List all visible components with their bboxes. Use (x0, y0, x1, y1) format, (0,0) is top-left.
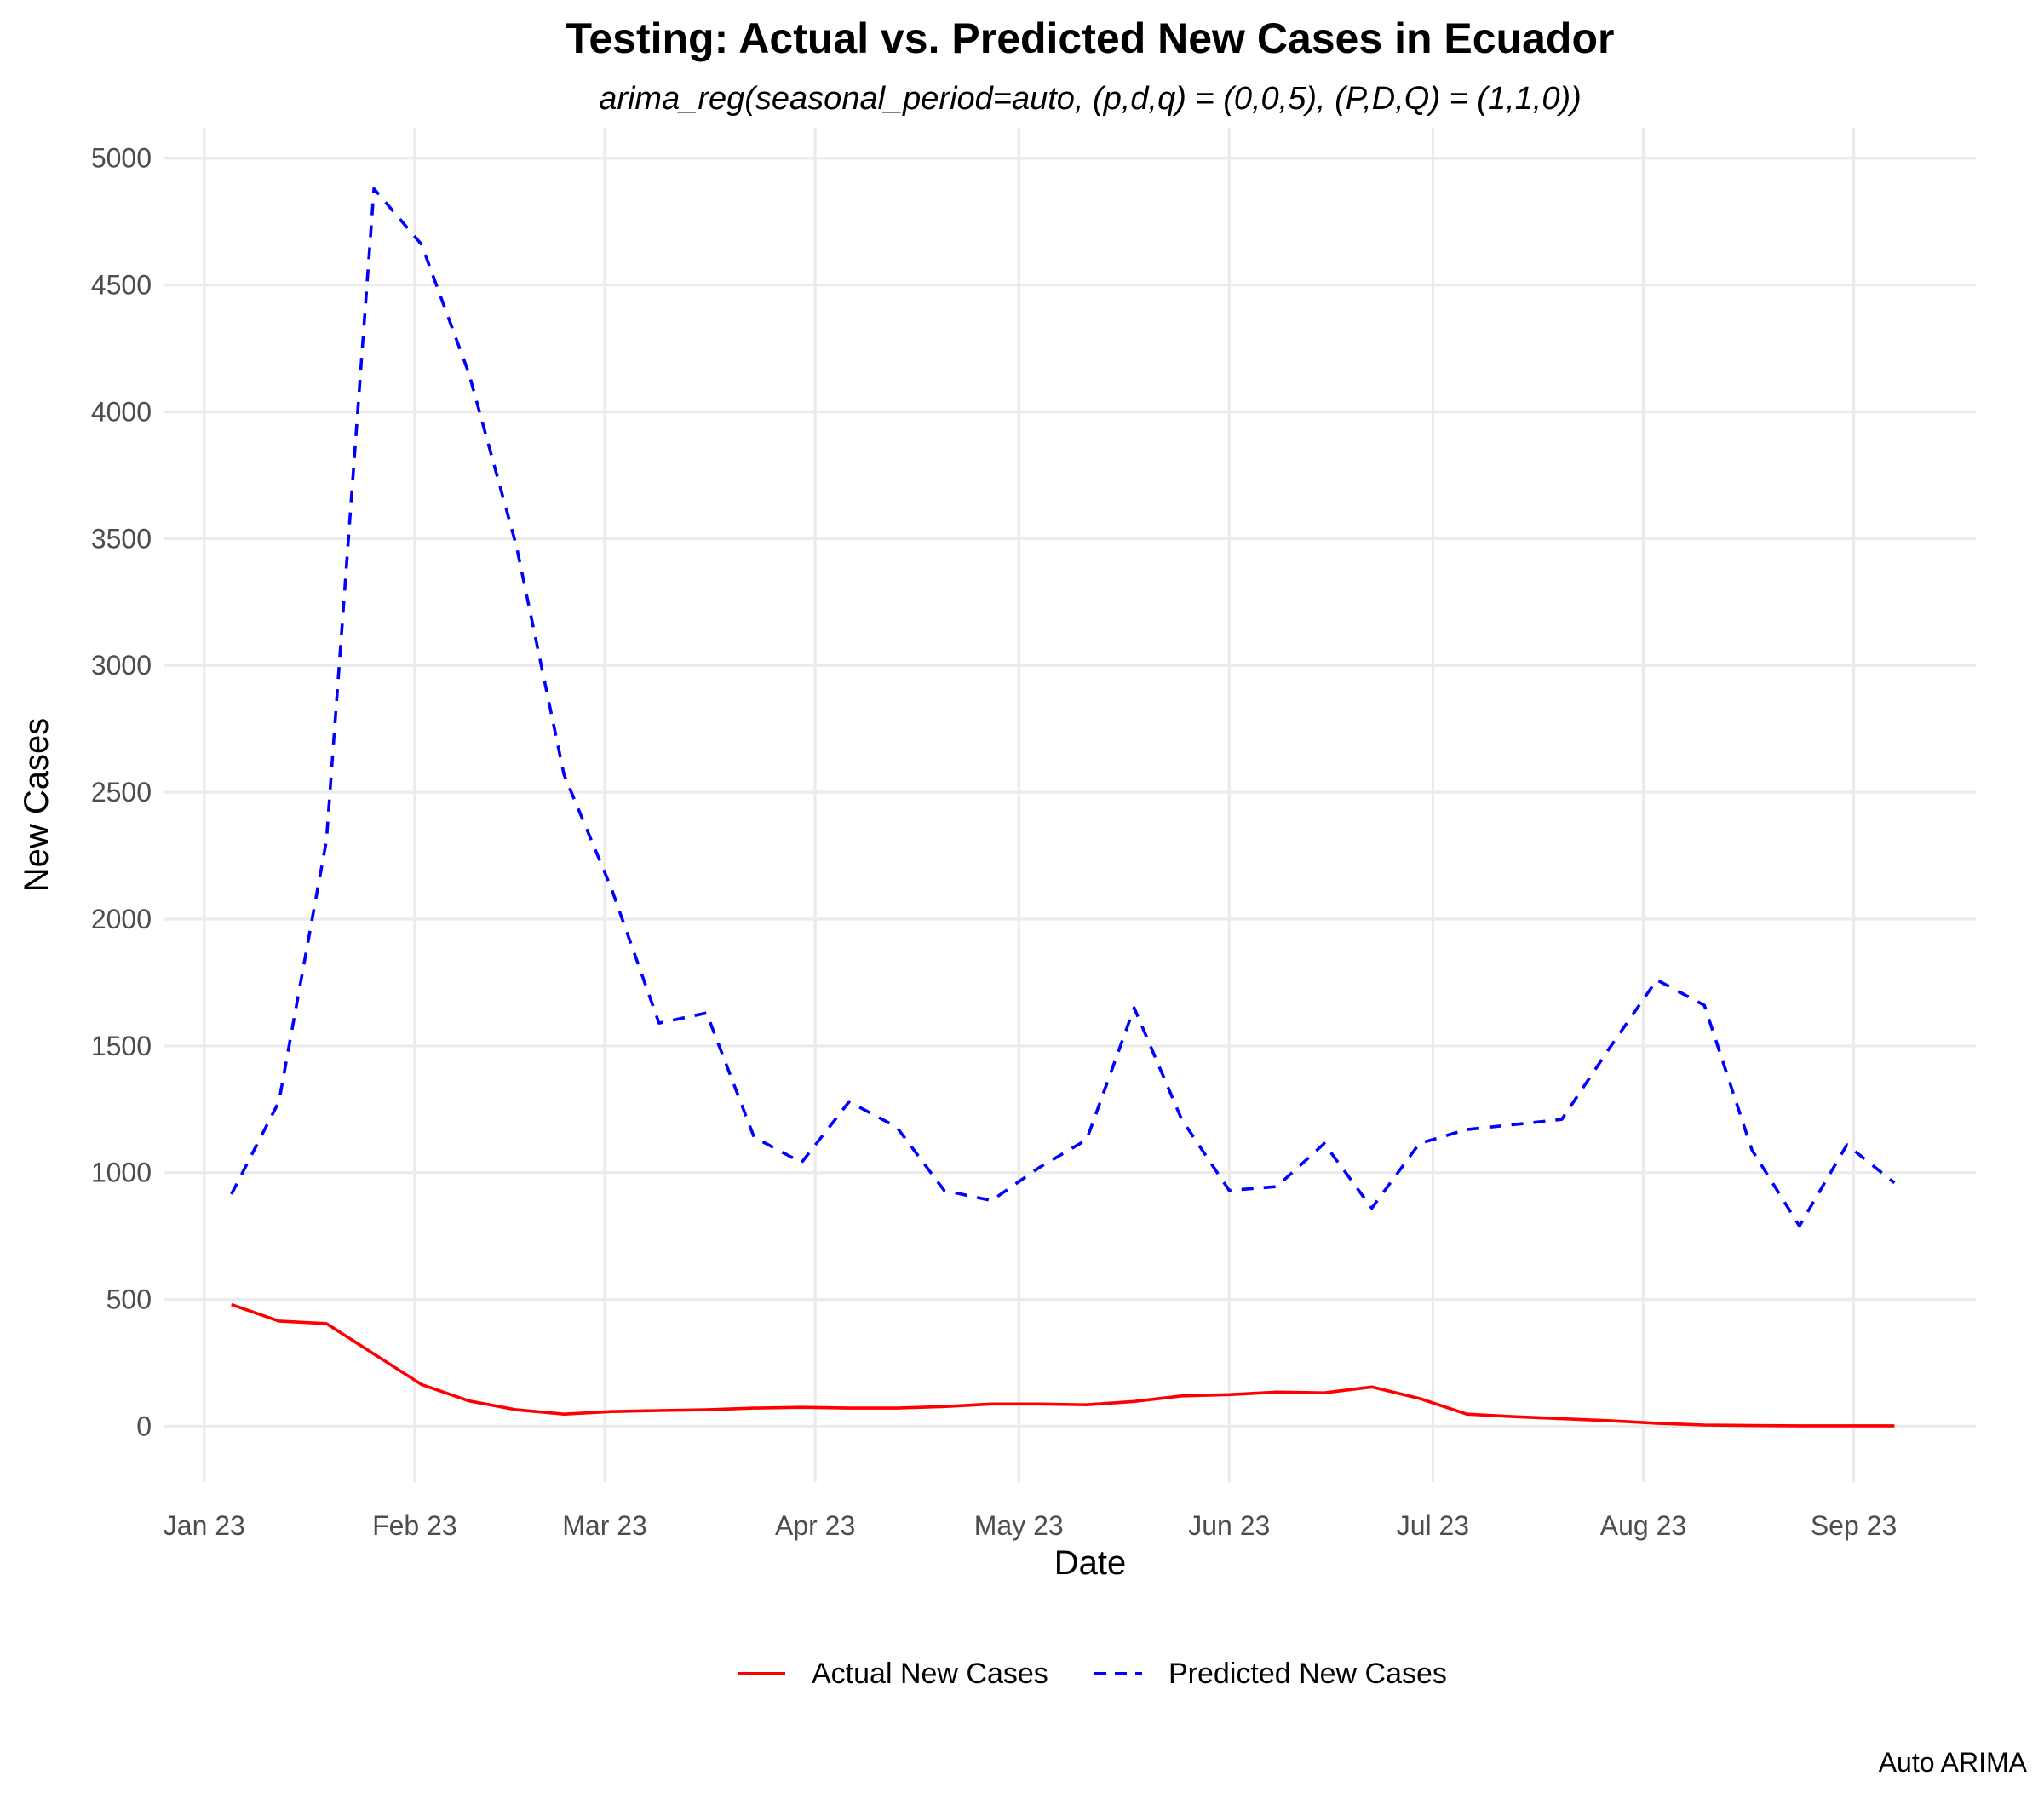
y-tick-label: 0 (136, 1411, 152, 1441)
legend-label-predicted: Predicted New Cases (1168, 1658, 1447, 1690)
chart-caption: Auto ARIMA (1879, 1747, 2028, 1778)
x-tick-label: Jun 23 (1188, 1510, 1270, 1541)
y-tick-label: 2000 (91, 904, 152, 934)
grid (164, 128, 1976, 1482)
x-axis-title: Date (1054, 1544, 1127, 1582)
y-tick-label: 3500 (91, 523, 152, 554)
x-tick-label: Jul 23 (1397, 1510, 1469, 1541)
chart-subtitle: arima_reg(seasonal_period=auto, (p,d,q) … (599, 81, 1582, 117)
y-tick-label: 4500 (91, 270, 152, 301)
x-tick-label: Jan 23 (164, 1510, 245, 1541)
y-tick-label: 500 (106, 1284, 152, 1315)
series-line-actual (231, 1302, 1895, 1428)
x-tick-label: Sep 23 (1811, 1510, 1897, 1541)
y-tick-label: 1500 (91, 1031, 152, 1061)
y-axis-ticks: 0 500 1000 1500 2000 2500 3000 3500 4000 4500 5000 (91, 143, 152, 1442)
chart-title: Testing: Actual vs. Predicted New Cases … (566, 14, 1615, 62)
legend: Actual New Cases Predicted New Cases (738, 1658, 1447, 1690)
y-tick-label: 4000 (91, 396, 152, 427)
y-axis-title: New Cases (18, 718, 55, 893)
y-tick-label: 2500 (91, 777, 152, 807)
x-axis-ticks: Jan 23 Feb 23 Mar 23 Apr 23 May 23 Jun 23 Jul … (164, 1510, 1897, 1541)
series-line-predicted (230, 187, 1896, 1228)
y-tick-label: 3000 (91, 650, 152, 681)
x-tick-label: May 23 (974, 1510, 1064, 1541)
x-tick-label: Mar 23 (562, 1510, 647, 1541)
y-tick-label: 5000 (91, 143, 152, 174)
x-tick-label: Apr 23 (775, 1510, 855, 1541)
x-tick-label: Aug 23 (1600, 1510, 1686, 1541)
y-tick-label: 1000 (91, 1158, 152, 1188)
x-tick-label: Feb 23 (372, 1510, 457, 1541)
series-lines (230, 187, 1896, 1428)
legend-label-actual: Actual New Cases (812, 1658, 1048, 1690)
